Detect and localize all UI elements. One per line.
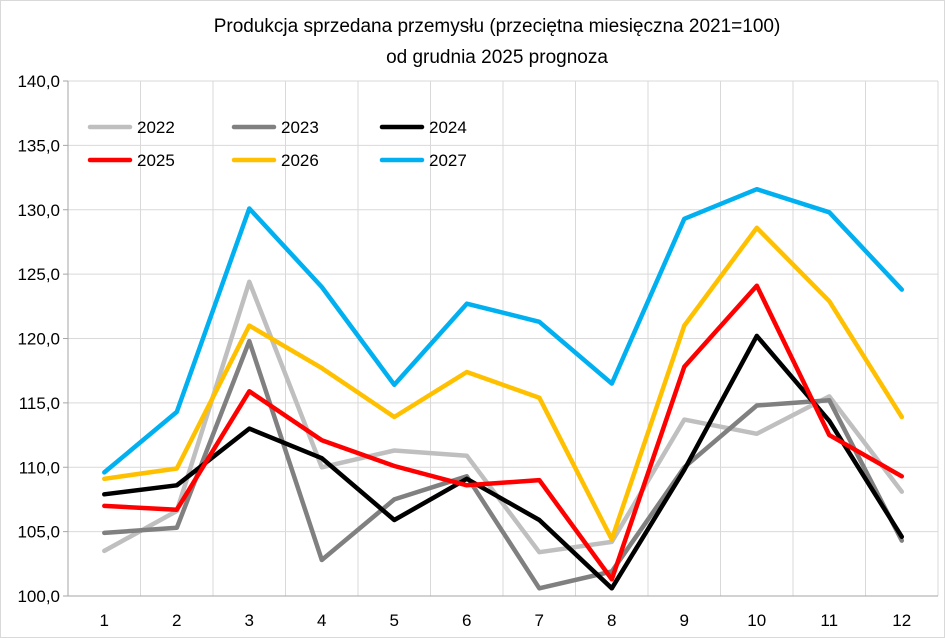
series-line-2026 (102, 225, 905, 542)
series-line-2022 (102, 279, 905, 555)
legend-label-2025: 2025 (137, 151, 175, 170)
x-tick-label: 6 (462, 611, 471, 630)
series-line-2025 (102, 283, 905, 582)
legend-label-2027: 2027 (429, 151, 467, 170)
legend-label-2023: 2023 (281, 118, 319, 137)
x-tick-label: 11 (820, 611, 838, 630)
y-tick-label: 125,0 (17, 265, 60, 284)
x-tick-label: 9 (680, 611, 689, 630)
x-tick-label: 4 (317, 611, 326, 630)
y-tick-label: 105,0 (17, 523, 60, 542)
axis-layer: 100,0 105,0 110,0 115,0 120,0 125,0 130,0 135,0… (17, 72, 938, 630)
x-tick-label: 3 (245, 611, 254, 630)
y-tick-label: 100,0 (17, 587, 60, 606)
series-line-2023 (102, 338, 905, 591)
series-layer (102, 186, 905, 591)
chart-subtitle: od grudnia 2025 prognoza (386, 47, 608, 68)
x-tick-label: 2 (172, 611, 181, 630)
legend-label-2022: 2022 (137, 118, 175, 137)
y-tick-label: 115,0 (19, 394, 60, 413)
x-tick-label: 7 (535, 611, 544, 630)
series-line-2024 (102, 333, 905, 591)
x-tick-label: 12 (892, 611, 911, 630)
y-tick-label: 120,0 (17, 330, 60, 349)
legend-label-2026: 2026 (281, 151, 319, 170)
y-tick-label: 130,0 (17, 201, 60, 220)
y-tick-label: 140,0 (17, 72, 60, 91)
legend: 2022 2023 2024 2025 2026 2027 (87, 118, 467, 170)
series-line-2027 (102, 186, 905, 475)
x-tick-label: 8 (607, 611, 616, 630)
x-tick-label: 1 (100, 611, 109, 630)
x-tick-label: 5 (390, 611, 399, 630)
y-tick-label: 135,0 (17, 136, 60, 155)
legend-label-2024: 2024 (429, 118, 467, 137)
x-tick-label: 10 (747, 611, 766, 630)
chart-title: Produkcja sprzedana przemysłu (przeciętn… (214, 16, 781, 37)
y-tick-label: 110,0 (19, 458, 60, 477)
